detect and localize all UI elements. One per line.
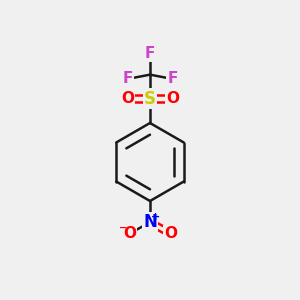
Text: O: O (121, 91, 134, 106)
Text: +: + (151, 212, 160, 222)
Text: F: F (145, 46, 155, 61)
Text: F: F (167, 71, 178, 86)
Text: O: O (166, 91, 179, 106)
Text: F: F (122, 71, 133, 86)
Text: O: O (123, 226, 136, 241)
Text: S: S (144, 90, 156, 108)
Text: −: − (119, 223, 127, 233)
Text: N: N (143, 214, 157, 232)
Text: O: O (164, 226, 177, 241)
